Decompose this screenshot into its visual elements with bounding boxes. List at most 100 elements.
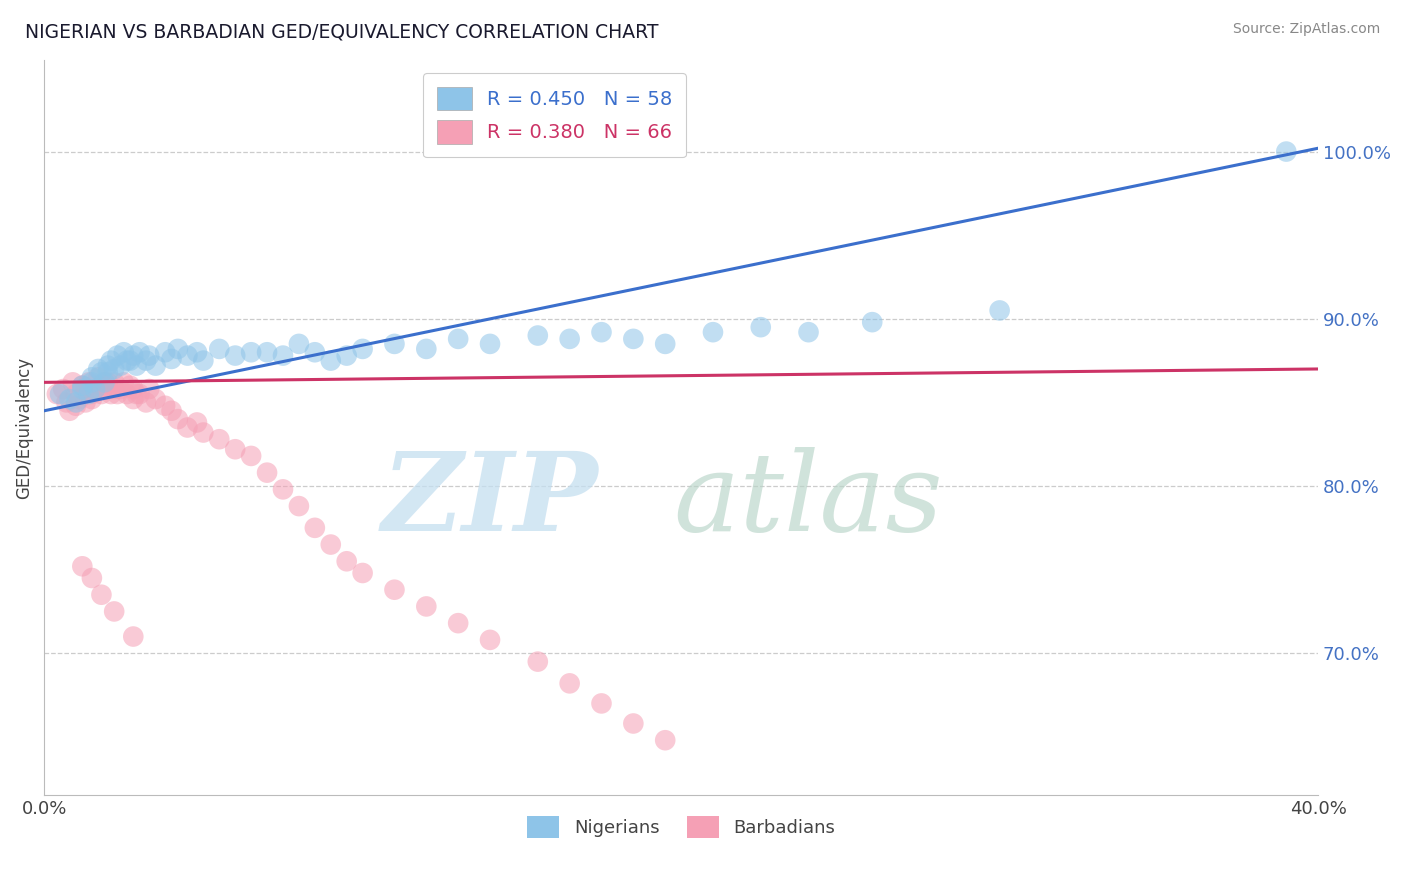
Point <box>122 630 145 644</box>
Point <box>105 349 128 363</box>
Point <box>122 382 145 396</box>
Point <box>384 337 406 351</box>
Point <box>97 376 120 390</box>
Point <box>384 582 406 597</box>
Point <box>208 432 231 446</box>
Point <box>93 376 115 390</box>
Point <box>52 382 75 396</box>
Point <box>319 353 342 368</box>
Point <box>97 359 120 373</box>
Point <box>797 325 820 339</box>
Text: Source: ZipAtlas.com: Source: ZipAtlas.com <box>1233 22 1381 37</box>
Point <box>654 337 676 351</box>
Point <box>527 655 550 669</box>
Point <box>415 342 437 356</box>
Point <box>67 392 90 406</box>
Point <box>167 342 190 356</box>
Point <box>288 499 311 513</box>
Point <box>115 353 138 368</box>
Point <box>122 349 145 363</box>
Point <box>135 395 157 409</box>
Point <box>112 345 135 359</box>
Text: ZIP: ZIP <box>381 447 599 555</box>
Point <box>75 382 97 396</box>
Point <box>988 303 1011 318</box>
Point <box>72 378 94 392</box>
Point <box>84 382 107 396</box>
Point <box>527 328 550 343</box>
Point <box>288 337 311 351</box>
Point <box>304 345 326 359</box>
Point <box>352 566 374 580</box>
Point <box>77 387 100 401</box>
Point <box>72 559 94 574</box>
Point <box>120 353 142 368</box>
Point <box>749 320 772 334</box>
Point <box>153 399 176 413</box>
Point <box>336 349 359 363</box>
Point <box>122 392 145 406</box>
Point <box>145 359 167 373</box>
Point <box>240 345 263 359</box>
Point <box>224 349 246 363</box>
Point <box>110 382 132 396</box>
Point <box>80 370 103 384</box>
Point <box>160 351 183 366</box>
Point <box>208 342 231 356</box>
Point <box>80 571 103 585</box>
Point <box>72 382 94 396</box>
Point <box>120 378 142 392</box>
Point <box>65 387 87 401</box>
Point <box>186 416 208 430</box>
Point <box>45 387 67 401</box>
Point <box>80 387 103 401</box>
Point <box>304 521 326 535</box>
Point <box>138 349 160 363</box>
Point <box>319 537 342 551</box>
Point <box>62 376 84 390</box>
Point <box>103 604 125 618</box>
Point <box>49 387 72 401</box>
Point <box>167 412 190 426</box>
Point <box>115 387 138 401</box>
Point <box>125 359 148 373</box>
Point <box>97 365 120 379</box>
Point <box>65 395 87 409</box>
Point <box>256 345 278 359</box>
Point <box>176 349 198 363</box>
Point <box>558 332 581 346</box>
Point <box>621 332 644 346</box>
Y-axis label: GED/Equivalency: GED/Equivalency <box>15 357 32 499</box>
Point <box>90 588 112 602</box>
Point <box>479 337 502 351</box>
Point <box>97 382 120 396</box>
Point <box>415 599 437 614</box>
Point <box>80 392 103 406</box>
Point <box>702 325 724 339</box>
Point <box>105 387 128 401</box>
Point <box>55 395 77 409</box>
Point <box>1275 145 1298 159</box>
Point <box>271 349 294 363</box>
Point <box>138 382 160 396</box>
Point <box>80 376 103 390</box>
Point <box>186 345 208 359</box>
Text: atlas: atlas <box>673 447 943 555</box>
Point <box>128 345 150 359</box>
Text: NIGERIAN VS BARBADIAN GED/EQUIVALENCY CORRELATION CHART: NIGERIAN VS BARBADIAN GED/EQUIVALENCY CO… <box>25 22 659 41</box>
Point <box>336 554 359 568</box>
Legend: Nigerians, Barbadians: Nigerians, Barbadians <box>520 809 842 846</box>
Point <box>103 382 125 396</box>
Point <box>591 697 613 711</box>
Point <box>860 315 883 329</box>
Point <box>447 616 470 631</box>
Point <box>84 382 107 396</box>
Point <box>90 365 112 379</box>
Point <box>110 359 132 373</box>
Point <box>90 378 112 392</box>
Point <box>352 342 374 356</box>
Point <box>224 442 246 457</box>
Point <box>87 362 110 376</box>
Point <box>479 632 502 647</box>
Point <box>103 376 125 390</box>
